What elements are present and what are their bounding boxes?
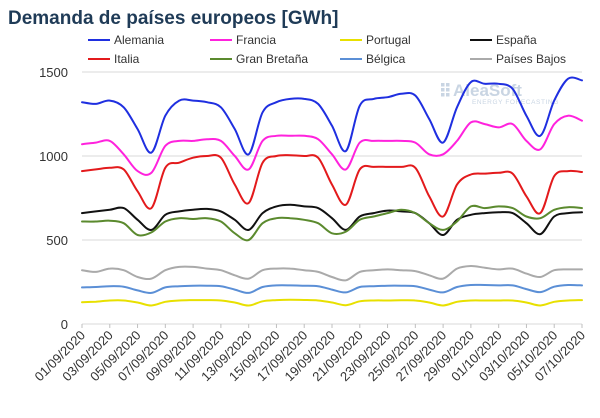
series-line-italia — [81, 154, 583, 218]
series-line-portugal — [81, 298, 583, 307]
legend-label-belgica: Bélgica — [366, 52, 406, 66]
y-tick-label: 1500 — [39, 65, 68, 80]
chart-title: Demanda de países europeos [GWh] — [8, 8, 338, 29]
series-line-gran-bretana — [81, 204, 583, 242]
legend-label-gran-bretana: Gran Bretaña — [236, 52, 308, 66]
legend-label-espana: España — [496, 33, 537, 47]
series-line-paises-bajos — [81, 264, 583, 282]
y-axis: 0 500 1000 1500 — [39, 65, 68, 332]
legend-label-alemania: Alemania — [114, 33, 164, 47]
series-line-belgica — [81, 283, 583, 294]
x-tick-labels: 01/09/202003/09/202005/09/202007/09/2020… — [31, 328, 588, 385]
series-line-francia — [81, 114, 583, 176]
y-gridlines — [82, 71, 582, 325]
logo-mark-icon — [441, 83, 450, 97]
y-tick-label: 500 — [46, 233, 68, 248]
series-line-alemania — [81, 76, 583, 156]
y-tick-label: 1000 — [39, 149, 68, 164]
legend-label-portugal: Portugal — [366, 33, 411, 47]
legend-label-francia: Francia — [236, 33, 276, 47]
y-tick-label: 0 — [61, 317, 68, 332]
legend: Alemania Francia Portugal España Italia Gran … — [88, 33, 566, 66]
x-axis — [81, 323, 583, 328]
aleasoft-logo: AleaSoft ENERGY FORECASTING — [441, 81, 559, 106]
logo-tagline: ENERGY FORECASTING — [472, 99, 559, 106]
logo-name: AleaSoft — [453, 81, 522, 100]
legend-label-italia: Italia — [114, 52, 140, 66]
series-line-espana — [81, 203, 583, 236]
legend-label-paises-bajos: Países Bajos — [496, 52, 566, 66]
series-lines — [81, 76, 583, 307]
